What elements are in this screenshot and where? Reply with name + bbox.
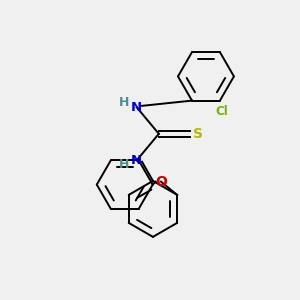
Text: S: S [193,127,203,141]
Text: N: N [131,101,142,114]
Text: Cl: Cl [215,105,228,118]
Text: O: O [155,175,167,189]
Text: H: H [119,158,130,171]
Text: N: N [131,154,142,167]
Text: H: H [119,96,130,110]
